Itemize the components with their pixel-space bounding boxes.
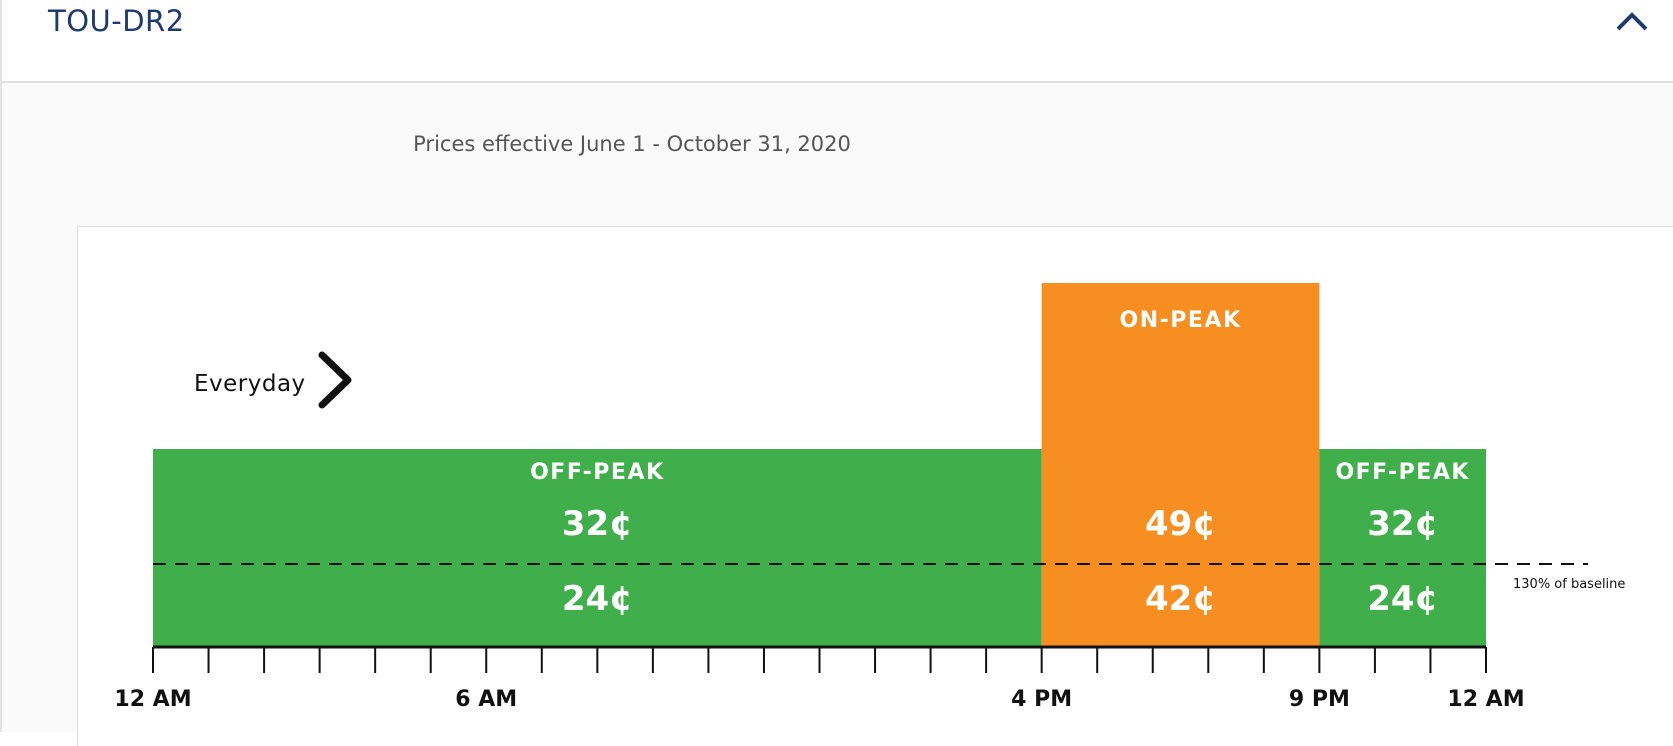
tou-rate-chart: OFF-PEAK 32¢ 24¢ ON-PEAK 49¢ 42¢ OFF-PEAK 32¢ 24… xyxy=(114,283,1625,712)
price-above-baseline-2: 32¢ xyxy=(1367,504,1438,544)
period-bar-0 xyxy=(153,449,1042,647)
x-tick-label-2: 4 PM xyxy=(1011,687,1072,712)
x-tick-label-0: 12 AM xyxy=(114,687,191,712)
accordion-title: TOU-DR2 xyxy=(48,4,185,38)
x-tick-label-4: 12 AM xyxy=(1447,687,1524,712)
period-bar-2 xyxy=(1319,449,1486,647)
price-up-to-baseline-0: 24¢ xyxy=(562,579,633,619)
price-above-baseline-0: 32¢ xyxy=(562,504,633,544)
period-name-0: OFF-PEAK xyxy=(530,460,664,485)
prices-effective-subtitle: Prices effective June 1 - October 31, 20… xyxy=(413,132,851,156)
price-up-to-baseline-2: 24¢ xyxy=(1367,579,1438,619)
accordion-header[interactable]: TOU-DR2 xyxy=(0,0,1673,83)
period-bar-1 xyxy=(1041,283,1320,647)
chevron-up-icon[interactable] xyxy=(1608,2,1656,42)
chevron-right-icon xyxy=(318,351,352,409)
period-name-1: ON-PEAK xyxy=(1120,308,1242,333)
x-tick-label-3: 9 PM xyxy=(1289,687,1350,712)
period-name-2: OFF-PEAK xyxy=(1335,460,1469,485)
day-label: Everyday xyxy=(194,371,306,397)
rate-chart-card: OFF-PEAK 32¢ 24¢ ON-PEAK 49¢ 42¢ OFF-PEAK 32¢ 24… xyxy=(77,226,1673,746)
baseline-label: 130% of baseline xyxy=(1513,577,1625,592)
x-tick-label-1: 6 AM xyxy=(455,687,517,712)
price-above-baseline-1: 49¢ xyxy=(1145,504,1216,544)
price-up-to-baseline-1: 42¢ xyxy=(1145,579,1216,619)
